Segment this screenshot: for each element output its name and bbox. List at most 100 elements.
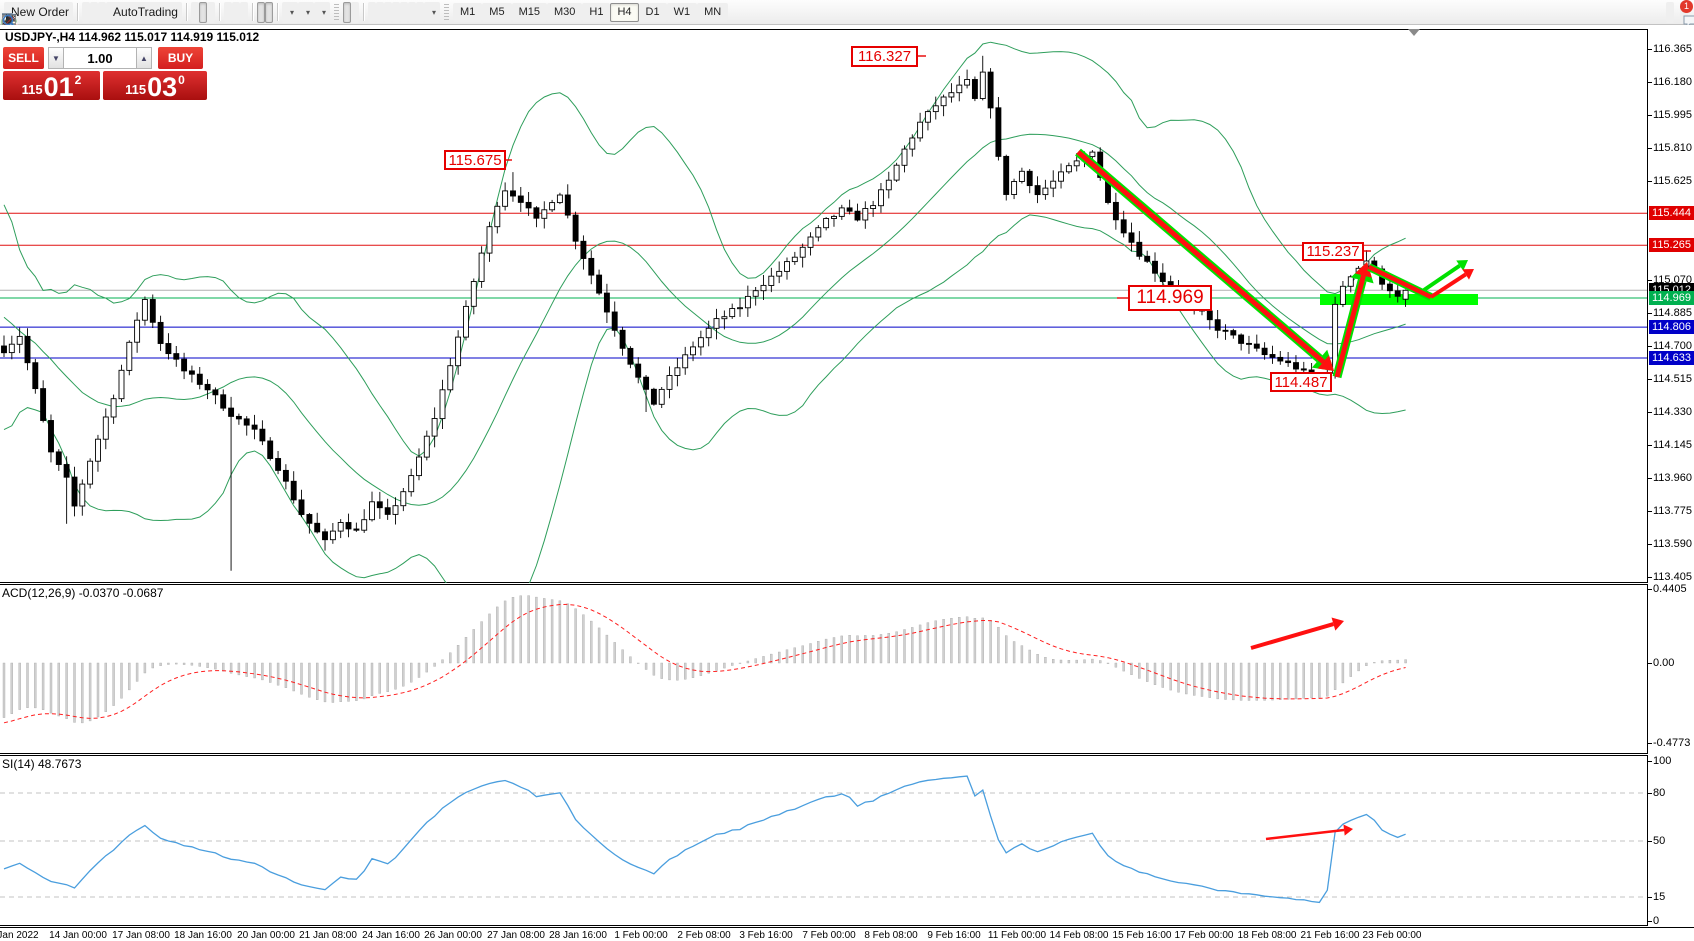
volume-input[interactable]: 1.00 xyxy=(64,47,136,69)
candle-body xyxy=(1230,330,1237,336)
macd-bar xyxy=(1044,657,1047,664)
candle-body xyxy=(737,307,743,310)
macd-bar xyxy=(699,662,703,676)
price-tick xyxy=(1648,49,1652,50)
zoom-out-button[interactable] xyxy=(3,1,240,28)
macd-bar xyxy=(65,662,68,719)
toolbar-separator xyxy=(276,3,278,21)
bollinger-upper-band xyxy=(3,41,1406,457)
macd-bar xyxy=(1302,662,1306,699)
toolbar-grip[interactable] xyxy=(334,4,339,20)
toolbar-grip[interactable] xyxy=(444,4,450,20)
sell-button[interactable]: SELL xyxy=(3,47,44,69)
main-chart-panel[interactable] xyxy=(0,29,1648,583)
macd-bar xyxy=(519,595,522,664)
text-label-tool-button[interactable]: T xyxy=(2,1,424,28)
bar-chart-button[interactable] xyxy=(3,1,199,26)
signal-button[interactable] xyxy=(1,1,107,28)
trendline-tool-button[interactable] xyxy=(2,1,392,27)
candle-body xyxy=(243,418,250,426)
line-chart-button[interactable] xyxy=(2,1,215,26)
macd-bar xyxy=(824,638,828,664)
timeframe-button-m5[interactable]: M5 xyxy=(482,2,512,22)
candle-body xyxy=(1011,181,1018,195)
rsi-panel[interactable] xyxy=(0,755,1648,926)
timeframe-button-w1[interactable]: W1 xyxy=(666,2,698,22)
horizontal-line-tool-button[interactable] xyxy=(2,1,384,23)
timeframe-button-mn[interactable]: MN xyxy=(697,2,729,22)
channel-tool-button[interactable]: E xyxy=(2,1,400,30)
macd-bar xyxy=(190,662,194,666)
timeframe-button-m15[interactable]: M15 xyxy=(511,2,547,22)
candlestick-chart-button[interactable] xyxy=(3,1,207,27)
candle-body xyxy=(110,398,117,418)
arrows-tool-button[interactable]: ▾ xyxy=(4,1,441,26)
candle-body xyxy=(392,505,399,515)
search-button[interactable] xyxy=(2,1,1674,28)
fibonacci-tool-button[interactable]: F xyxy=(2,1,408,30)
candle-body xyxy=(329,530,336,541)
timeframe-button-d1[interactable]: D1 xyxy=(638,2,667,22)
candle-body xyxy=(32,362,39,390)
macd-bar xyxy=(449,652,452,664)
auto-scroll-button[interactable] xyxy=(3,1,265,26)
price-annotation[interactable]: 114.969 xyxy=(1128,285,1212,311)
candle-body xyxy=(744,295,751,309)
macd-bar xyxy=(903,629,906,664)
timeframe-button-m1[interactable]: M1 xyxy=(453,2,483,22)
vertical-line-tool-button[interactable] xyxy=(8,1,376,28)
chart-shift-marker-icon[interactable] xyxy=(1408,29,1420,36)
candle-body xyxy=(71,476,78,507)
add-indicator-button[interactable]: ▾ xyxy=(3,1,298,27)
macd-bar xyxy=(566,603,569,664)
macd-bar xyxy=(746,660,750,664)
macd-bar xyxy=(934,620,937,664)
macd-bar xyxy=(660,662,663,679)
text-tool-button[interactable]: A xyxy=(5,1,416,29)
bollinger-lower-band xyxy=(3,214,1406,583)
templates-button[interactable]: ▾ xyxy=(2,1,330,27)
volume-decrease-button[interactable]: ▼ xyxy=(48,47,64,69)
price-annotation[interactable]: 115.237 xyxy=(1302,242,1364,261)
candle-body xyxy=(1152,260,1158,274)
candle-body xyxy=(666,375,673,390)
volume-increase-button[interactable]: ▲ xyxy=(136,47,152,69)
timeframe-button-h1[interactable]: H1 xyxy=(582,2,611,22)
candle-body xyxy=(627,347,634,365)
rsi-trend-arrow-head xyxy=(1343,824,1353,836)
cursor-tool-button[interactable] xyxy=(6,1,351,28)
purse-button[interactable] xyxy=(3,1,91,27)
publish-chart-button[interactable] xyxy=(2,1,99,28)
macd-bar xyxy=(1098,660,1102,664)
buy-button[interactable]: BUY xyxy=(158,47,203,69)
zoom-in-button[interactable] xyxy=(3,1,232,28)
sell-price-button[interactable]: 115 01 2 xyxy=(3,71,100,101)
timeframe-button-m30[interactable]: M30 xyxy=(546,2,583,22)
macd-panel[interactable] xyxy=(0,584,1648,754)
chart-shift-button[interactable] xyxy=(4,1,273,26)
candle-body xyxy=(196,373,203,385)
price-annotation[interactable]: 114.487 xyxy=(1270,372,1332,392)
macd-trend-arrow-head xyxy=(1331,617,1344,631)
candle-body xyxy=(799,246,806,258)
candle-body xyxy=(259,428,266,442)
buy-price-button[interactable]: 115 03 0 xyxy=(103,71,207,101)
notifications-button[interactable]: 1 xyxy=(1680,0,1694,29)
crosshair-tool-button[interactable] xyxy=(2,1,359,28)
timeframe-button-h4[interactable]: H4 xyxy=(610,2,639,22)
macd-bar xyxy=(1067,660,1071,664)
price-annotation[interactable]: 115.675 xyxy=(444,150,506,170)
candle-body xyxy=(102,416,109,440)
macd-bar xyxy=(135,662,139,682)
price-level-label-115.444: 115.444 xyxy=(1649,206,1694,220)
price-tick xyxy=(1648,115,1652,116)
macd-bar xyxy=(292,662,295,692)
rsi-tick xyxy=(1648,921,1652,922)
time-axis[interactable]: Jan 2022 14 Jan 00:00 17 Jan 08:00 18 Jan 1… xyxy=(0,927,1694,941)
macd-bar xyxy=(167,662,170,665)
periods-button[interactable]: ▾ xyxy=(2,1,314,28)
autotrading-button[interactable]: AutoTrading xyxy=(2,1,182,29)
candle-body xyxy=(1386,283,1393,292)
price-annotation[interactable]: 116.327 xyxy=(851,46,918,67)
tile-windows-button[interactable] xyxy=(2,1,248,28)
